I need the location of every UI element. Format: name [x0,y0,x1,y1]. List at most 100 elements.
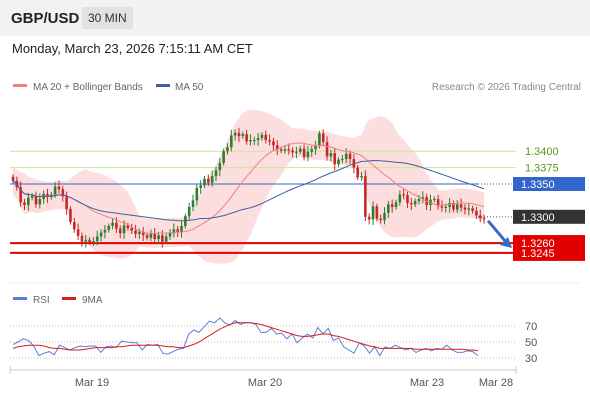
candle-body [84,239,88,242]
candle-body [199,185,202,188]
ma50-legend-label: MA 50 [175,82,204,93]
candle-body [314,145,317,150]
timestamp: Monday, March 23, 2026 7:15:11 AM CET [12,41,253,56]
candle-body [394,202,398,207]
candle-body [344,153,348,160]
candle-body [302,148,306,158]
ma20-legend-swatch [13,84,27,87]
candle-body [130,227,134,231]
candle-body [27,197,30,205]
candle-body [398,194,402,203]
candle-body [272,141,275,146]
target-badge [513,235,585,261]
candle-body [161,235,164,242]
candle-body [417,199,421,202]
ma50-line [12,159,485,222]
candle-body [23,202,26,205]
candle-body [448,203,451,207]
header-bar: GBP/USD 30 MIN [0,0,590,36]
interval-button[interactable]: 30 MIN [82,7,133,29]
candle-body [321,133,325,142]
copyright-text: Research © 2026 Trading Central [432,82,581,93]
candle-body [218,163,222,171]
candle-body [337,159,340,165]
candle-body [329,153,333,157]
candle-body [230,135,233,148]
candle-body [107,226,111,230]
last-price-label: 1.3300 [521,212,555,224]
candle-body [172,229,176,234]
candle-body [433,199,436,201]
candle-body [421,197,425,200]
candle-body [46,193,49,198]
candle-body [187,206,191,217]
candle-body [279,149,283,151]
candle-body [103,229,107,233]
pair-title: GBP/USD [11,10,80,27]
candle-body [478,215,482,219]
candle-body [61,189,65,197]
bollinger-band [13,109,485,264]
candle-body [291,150,294,153]
rsi-tick-label: 70 [525,321,537,333]
candle-body [440,206,444,208]
candle-body [333,153,337,165]
candle-body [149,233,153,238]
forecast-arrow [486,219,508,243]
candle-body [249,140,252,142]
x-tick-label: Mar 28 [479,377,513,389]
candle-body [379,218,382,221]
candle-body [298,148,302,152]
candle-body [226,147,229,152]
candle-body [390,204,394,207]
last-price-badge [513,209,585,224]
candle-body [306,151,310,158]
candle-body [168,233,172,237]
candle-body [180,226,183,232]
x-tick-label: Mar 20 [248,377,282,389]
candle-body [463,207,467,210]
candle-body [111,222,114,226]
candle-body [176,229,179,232]
candle-body [38,199,42,205]
rsi-legend-swatch [13,297,27,300]
level-label: 1.3350 [521,179,555,191]
candle-body [364,176,367,217]
candle-body [34,195,38,205]
candle-body [268,140,271,142]
candle-body [138,231,141,234]
candle-body [252,140,256,142]
candle-body [325,142,329,157]
candle-body [318,133,321,146]
candle-body [241,134,245,137]
candle-body [57,186,61,190]
candle-body [118,228,122,234]
candle-body [210,176,214,183]
candle-body [371,206,375,220]
candle-body [455,204,459,210]
candle-body [88,239,91,243]
candle-body [341,159,344,161]
target-label: 1.3260 [521,238,555,250]
candle-body [30,195,34,198]
candle-body [402,194,405,196]
candle-body [214,170,218,177]
candle-body [367,216,371,220]
candle-body [72,222,76,230]
candle-body [256,138,260,141]
rsi-ma-line [12,322,479,352]
candle-body [115,222,118,229]
candle-body [413,201,417,205]
candle-body [459,204,463,208]
candle-body [429,199,432,205]
candle-body [295,151,298,153]
candle-body [436,199,440,207]
candle-body [310,149,314,152]
candle-body [452,203,455,210]
rsi-tick-label: 50 [525,337,537,349]
candle-body [99,232,103,237]
candle-body [157,235,160,240]
candle-body [467,208,471,210]
candle-body [387,204,390,213]
